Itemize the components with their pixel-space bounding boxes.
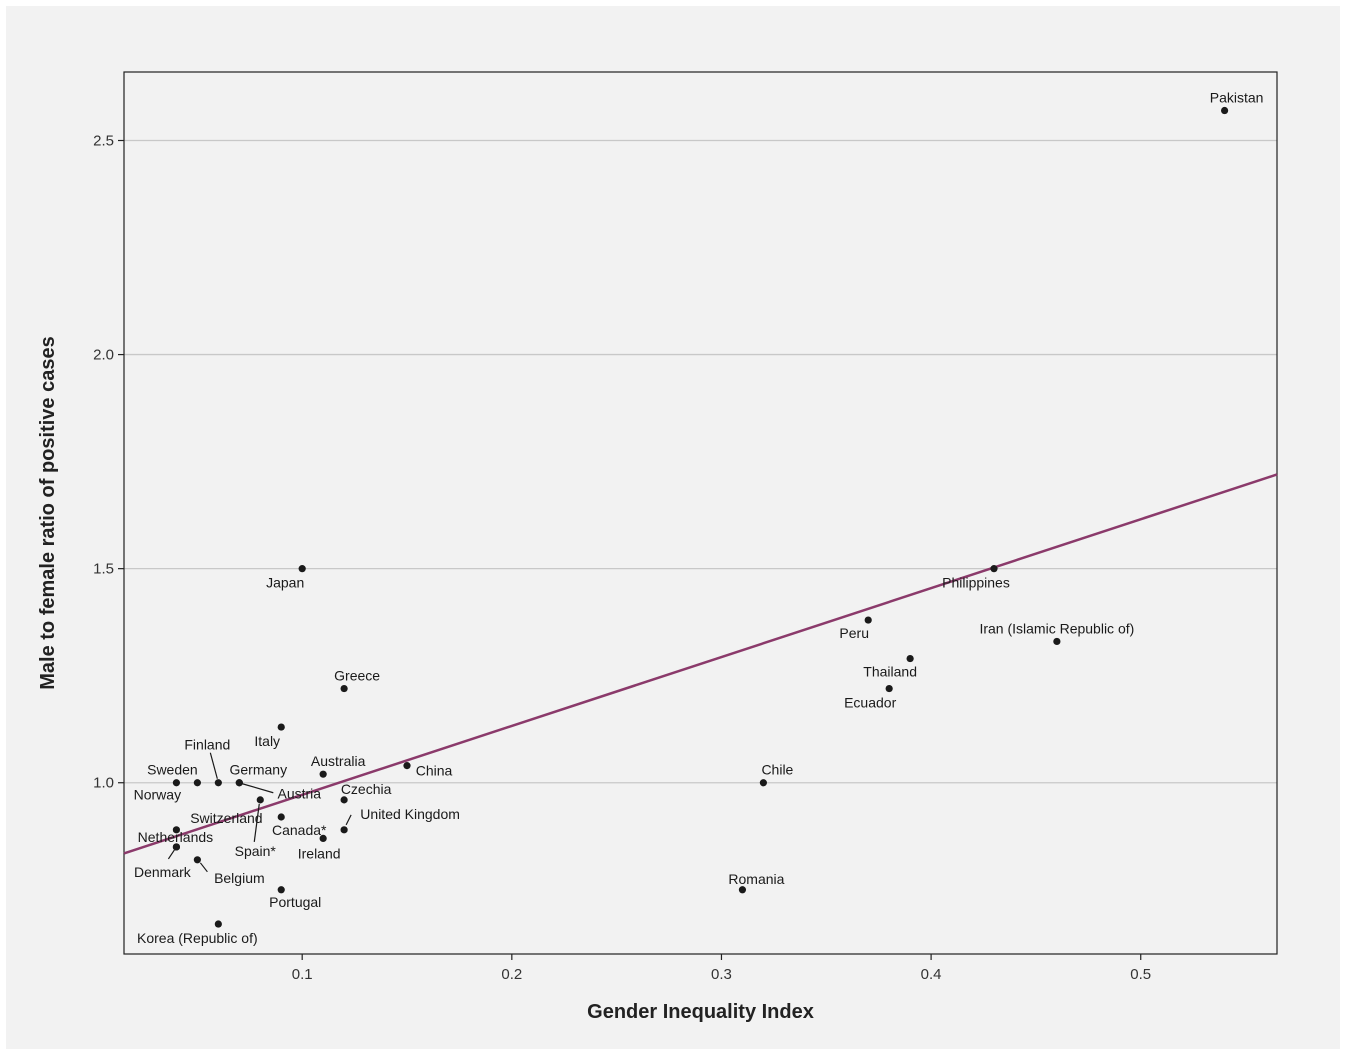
point-japan	[298, 565, 306, 573]
label-romania: Romania	[728, 871, 784, 887]
leader-spain	[253, 803, 260, 842]
point-pakistan	[1220, 106, 1229, 115]
label-italy: Italy	[254, 733, 280, 749]
point-chile	[759, 779, 767, 787]
point-switzerland	[172, 826, 181, 834]
leader-austria	[242, 783, 274, 794]
label-finland: Finland	[184, 737, 230, 753]
label-pakistan: Pakistan	[1210, 90, 1264, 106]
plot-area	[123, 71, 1278, 955]
label-portugal: Portugal	[269, 894, 321, 910]
point-denmark	[172, 843, 181, 851]
x-tick-label: 0.5	[1130, 966, 1151, 983]
point-czechia	[340, 796, 348, 804]
point-spain	[256, 796, 264, 804]
data-points	[172, 106, 1229, 928]
label-ireland: Ireland	[298, 845, 341, 861]
label-korea-republic-of: Korea (Republic of)	[137, 930, 258, 946]
y-tick-label: 2.5	[93, 133, 114, 150]
label-czechia: Czechia	[341, 781, 392, 797]
x-axis-ticks: 0.1 0.2 0.3 0.4 0.5	[292, 954, 1151, 983]
y-axis-title: Male to female ratio of positive cases	[37, 336, 59, 689]
leader-denmark	[167, 849, 175, 860]
leader-belgium	[199, 862, 208, 873]
point-canada	[277, 813, 285, 821]
point-finland	[214, 779, 222, 787]
point-italy	[277, 723, 285, 731]
label-thailand: Thailand	[863, 664, 917, 680]
x-axis-title: Gender Inequality Index	[587, 1001, 814, 1023]
leader-finland	[209, 752, 218, 779]
point-thailand	[906, 654, 914, 663]
grid-lines	[124, 139, 1277, 784]
point-iran-islamic-republic-of	[1053, 637, 1061, 646]
point-australia	[319, 770, 327, 778]
point-greece	[340, 684, 348, 693]
x-tick-label: 0.2	[501, 966, 522, 983]
label-switzerland: Switzerland	[190, 810, 262, 826]
label-austria: Austria	[278, 786, 322, 802]
point-sweden	[172, 779, 181, 787]
point-belgium	[193, 856, 201, 864]
label-united-kingdom: United Kingdom	[360, 806, 460, 822]
point-labels: Pakistan Philippines Iran (Islamic Republi…	[134, 90, 1264, 946]
label-iran-islamic-republic-of: Iran (Islamic Republic of)	[979, 620, 1134, 636]
label-japan: Japan	[266, 575, 304, 591]
label-chile: Chile	[761, 762, 793, 778]
point-peru	[864, 616, 872, 624]
x-tick-label: 0.1	[292, 966, 313, 983]
label-belgium: Belgium	[214, 870, 265, 886]
label-australia: Australia	[311, 753, 366, 769]
label-china: China	[416, 763, 453, 779]
point-ecuador	[885, 684, 893, 693]
y-tick-label: 1.5	[93, 561, 114, 578]
label-sweden: Sweden	[147, 762, 198, 778]
label-ecuador: Ecuador	[844, 695, 896, 711]
point-china	[403, 762, 411, 770]
point-ireland	[319, 834, 327, 842]
label-leader-lines	[167, 752, 352, 873]
point-united-kingdom	[340, 826, 348, 834]
label-greece: Greece	[334, 668, 380, 684]
label-peru: Peru	[839, 625, 869, 641]
label-canada: Canada*	[272, 822, 327, 838]
x-tick-label: 0.4	[921, 966, 942, 983]
x-tick-label: 0.3	[711, 966, 732, 983]
label-spain: Spain*	[235, 843, 277, 859]
point-portugal	[277, 886, 285, 894]
point-norway	[193, 779, 201, 787]
label-netherlands: Netherlands	[138, 829, 214, 845]
label-germany: Germany	[230, 762, 288, 778]
y-tick-label: 1.0	[93, 775, 114, 792]
label-philippines: Philippines	[942, 575, 1010, 591]
y-axis-ticks: 1.0 1.5 2.0 2.5	[93, 133, 124, 792]
point-philippines	[990, 565, 998, 573]
label-norway: Norway	[134, 787, 181, 803]
y-tick-label: 2.0	[93, 347, 114, 364]
label-denmark: Denmark	[134, 864, 192, 880]
point-romania	[738, 886, 747, 894]
trend-line	[123, 473, 1278, 855]
point-korea-republic-of	[214, 920, 222, 928]
point-germany	[235, 779, 243, 787]
leader-united-kingdom	[345, 814, 352, 826]
